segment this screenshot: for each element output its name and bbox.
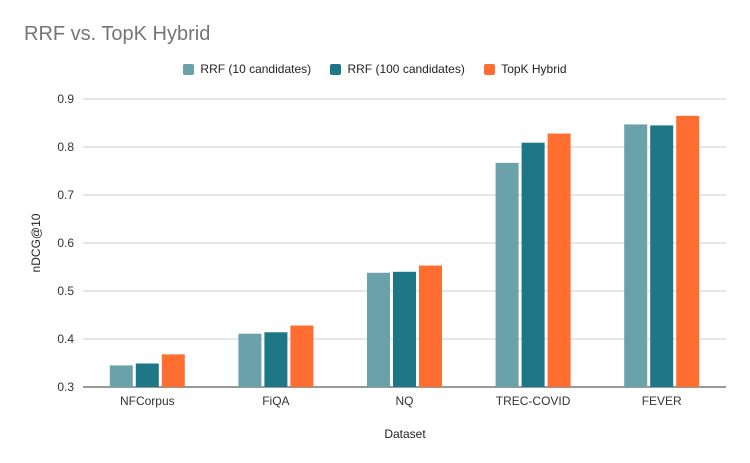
legend-swatch-rrf-100 — [330, 63, 342, 75]
bar-fiqa-series-1 — [264, 332, 288, 387]
y-tick-label: 0.9 — [57, 92, 74, 106]
legend: RRF (10 candidates) RRF (100 candidates)… — [0, 62, 750, 78]
y-tick-label: 0.5 — [57, 284, 74, 298]
x-tick-label: NFCorpus — [120, 394, 175, 408]
bar-fever-series-2 — [676, 115, 700, 388]
legend-label-rrf-100: RRF (100 candidates) — [347, 62, 465, 76]
y-axis-ticks: 0.3 0.4 0.5 0.6 0.7 0.8 0.9 — [57, 92, 74, 394]
legend-item-topk-hybrid: TopK Hybrid — [484, 62, 567, 76]
x-tick-label: FEVER — [642, 394, 682, 408]
legend-item-rrf-10: RRF (10 candidates) — [183, 62, 311, 76]
x-tick-label: FiQA — [262, 394, 289, 408]
y-axis-label: nDCG@10 — [29, 213, 43, 273]
bar-fever-series-0 — [624, 124, 648, 387]
x-axis-label: Dataset — [384, 427, 426, 441]
bar-trec-covid-series-1 — [521, 142, 545, 387]
x-tick-label: NQ — [396, 394, 414, 408]
legend-swatch-topk-hybrid — [484, 63, 496, 75]
x-axis-ticks: NFCorpus FiQA NQ TREC-COVID FEVER — [120, 394, 682, 408]
bar-nq-series-2 — [419, 265, 442, 387]
chart-title: RRF vs. TopK Hybrid — [24, 23, 211, 45]
bar-nq-series-1 — [393, 271, 416, 387]
y-tick-label: 0.6 — [57, 236, 74, 250]
legend-label-rrf-10: RRF (10 candidates) — [200, 62, 312, 76]
legend-item-rrf-100: RRF (100 candidates) — [330, 62, 465, 76]
x-tick-label: TREC-COVID — [496, 394, 571, 408]
legend-swatch-rrf-10 — [183, 63, 195, 75]
bar-nfcorpus-series-0 — [109, 365, 133, 387]
y-tick-label: 0.3 — [57, 380, 74, 394]
bar-fiqa-series-2 — [290, 325, 314, 387]
y-tick-label: 0.7 — [57, 188, 74, 202]
bar-fiqa-series-0 — [238, 333, 262, 387]
bars — [109, 115, 700, 388]
bar-fever-series-1 — [650, 125, 674, 388]
bar-trec-covid-series-0 — [495, 162, 519, 387]
bar-nfcorpus-series-1 — [135, 363, 159, 387]
bar-nfcorpus-series-2 — [161, 354, 185, 387]
bar-nq-series-0 — [367, 272, 390, 387]
bar-trec-covid-series-2 — [547, 133, 571, 387]
legend-label-topk-hybrid: TopK Hybrid — [501, 62, 567, 76]
y-tick-label: 0.4 — [57, 332, 74, 346]
y-tick-label: 0.8 — [57, 140, 74, 154]
